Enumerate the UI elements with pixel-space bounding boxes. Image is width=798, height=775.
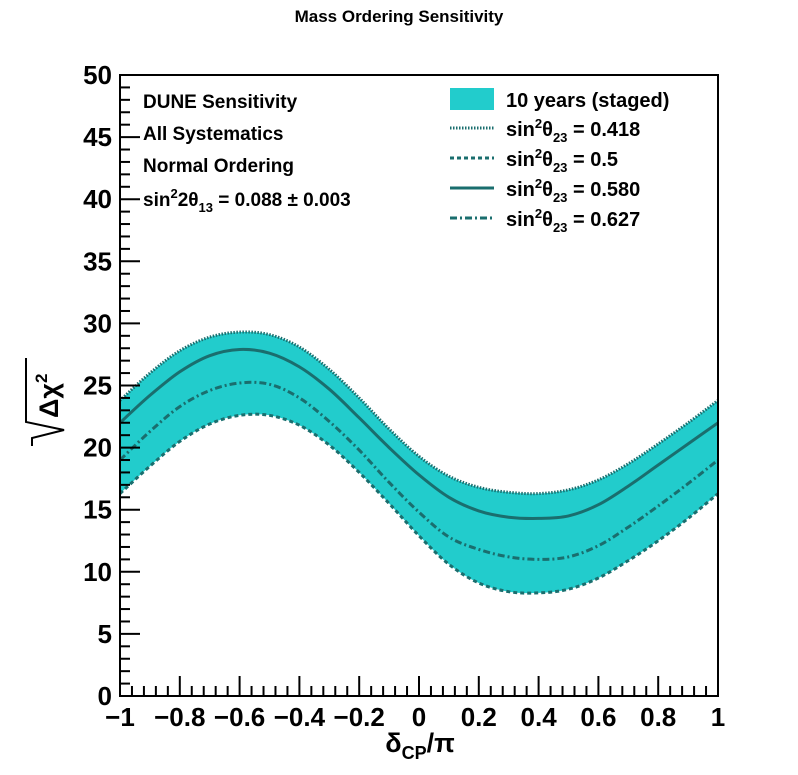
x-label-over-pi: /π <box>427 728 455 758</box>
y-tick-label: 25 <box>83 371 112 401</box>
x-tick-labels: −1 −0.8 −0.6 −0.4 −0.2 0 0.2 0.4 0.6 0.8 1 <box>105 702 725 732</box>
chart-title: Mass Ordering Sensitivity <box>295 7 504 26</box>
y-tick-label: 50 <box>83 60 112 90</box>
plot-area <box>118 330 719 595</box>
legend-label-0627: sin2θ23 = 0.627 <box>506 206 640 235</box>
x-tick-label: 0.4 <box>521 702 558 732</box>
y-tick-label: 45 <box>83 122 112 152</box>
info-line-ordering: Normal Ordering <box>143 156 294 177</box>
series-line-3 <box>118 380 719 561</box>
series-line-2 <box>118 347 719 520</box>
x-axis-label: δCP/π <box>385 728 455 763</box>
y-tick-label: 40 <box>83 184 112 214</box>
sensitivity-band <box>120 331 718 594</box>
axis-ticks <box>119 74 719 697</box>
y-tick-label: 30 <box>83 308 112 338</box>
legend-swatch-band <box>450 88 494 110</box>
y-tick-label: 0 <box>98 681 112 711</box>
y-tick-label: 20 <box>83 433 112 463</box>
y-tick-labels: 0 5 10 15 20 25 30 35 40 45 50 <box>83 60 112 711</box>
legend-label-05: sin2θ23 = 0.5 <box>506 146 618 175</box>
x-tick-label: −0.4 <box>274 702 326 732</box>
y-axis-label: Δχ2 <box>25 358 65 446</box>
legend: 10 years (staged) sin2θ23 = 0.418 sin2θ2… <box>450 88 669 235</box>
info-text-block: DUNE Sensitivity All Systematics Normal … <box>143 92 351 215</box>
x-tick-label: −1 <box>105 702 135 732</box>
x-tick-label: 0.6 <box>580 702 616 732</box>
legend-label-band: 10 years (staged) <box>506 90 669 112</box>
series-line-0 <box>118 330 719 496</box>
y-tick-label: 5 <box>98 619 112 649</box>
info-line-experiment: DUNE Sensitivity <box>143 92 298 113</box>
y-tick-label: 35 <box>83 246 112 276</box>
legend-label-0418: sin2θ23 = 0.418 <box>506 116 640 145</box>
x-label-sub: CP <box>402 743 427 763</box>
x-tick-label: −0.6 <box>214 702 265 732</box>
x-tick-label: 1 <box>711 702 725 732</box>
y-label-text: Δχ2 <box>32 374 64 418</box>
x-tick-label: 0 <box>412 702 426 732</box>
x-tick-label: −0.8 <box>154 702 205 732</box>
x-label-delta: δ <box>385 728 401 758</box>
y-tick-label: 10 <box>83 557 112 587</box>
info-line-systematics: All Systematics <box>143 124 283 145</box>
x-tick-label: −0.2 <box>334 702 385 732</box>
x-tick-label: 0.8 <box>640 702 676 732</box>
sqrt-sign <box>25 358 65 446</box>
y-tick-label: 15 <box>83 495 112 525</box>
info-line-theta13: sin22θ13 = 0.088 ± 0.003 <box>143 186 351 215</box>
x-tick-label: 0.2 <box>461 702 497 732</box>
legend-label-0580: sin2θ23 = 0.580 <box>506 176 640 205</box>
